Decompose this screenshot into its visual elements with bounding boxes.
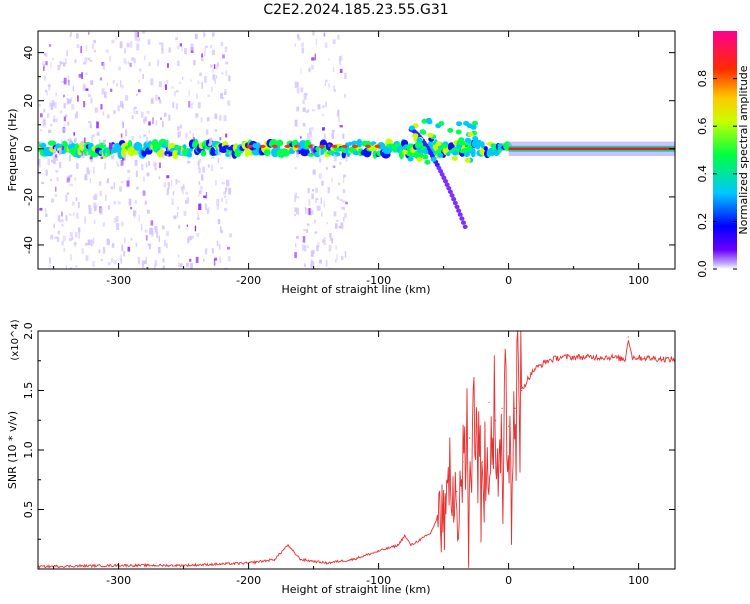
snr-point — [482, 461, 484, 463]
snr-point — [404, 535, 406, 537]
snr-point — [410, 544, 412, 546]
chart-title: C2E2.2024.185.23.55.G31 — [263, 2, 448, 18]
snr-axes: -300 -200 -100 0 100 0.5 1.0 1.5 2.0 — [22, 322, 675, 587]
snr-panel: -300 -200 -100 0 100 0.5 1.0 1.5 2.0 Height of s… — [6, 319, 676, 596]
heatmap-feature-noise-band-middle — [294, 31, 348, 269]
snr-point — [534, 368, 536, 370]
snr-point — [300, 558, 302, 561]
snr-xlabel: Height of straight line (km) — [281, 583, 430, 596]
spectrogram-ytick-label: -20 — [22, 188, 35, 206]
spectrogram-ytick-label: 0 — [22, 145, 35, 152]
snr-ytick-label: 1.0 — [22, 441, 35, 459]
colorbar-tick-label: 0.4 — [696, 165, 709, 183]
snr-point — [527, 378, 529, 380]
snr-point — [508, 425, 510, 427]
snr-point — [547, 360, 549, 362]
snr-point — [456, 491, 458, 493]
spectrogram-xtick-label: 0 — [505, 274, 512, 287]
spectrogram-ytick-label: 20 — [22, 94, 35, 108]
snr-point — [514, 407, 516, 409]
snr-point — [627, 336, 629, 338]
snr-series-line — [38, 331, 675, 569]
spectrogram-ytick-label: -40 — [22, 236, 35, 254]
snr-xtick-label: 0 — [505, 574, 512, 587]
snr-point — [397, 544, 399, 546]
snr-point — [586, 356, 588, 358]
snr-ytick-label: 0.5 — [22, 501, 35, 519]
colorbar-label: Normalized spectral amplitude — [737, 65, 750, 234]
snr-series — [38, 331, 675, 569]
snr-point — [625, 359, 627, 361]
spectrogram-xtick-label: -300 — [106, 274, 131, 287]
snr-point — [521, 389, 523, 392]
snr-xtick-label: -200 — [236, 574, 261, 587]
snr-point — [449, 479, 451, 481]
snr-point — [631, 356, 633, 358]
colorbar-gradient — [713, 31, 737, 269]
spectrogram-xlabel: Height of straight line (km) — [281, 283, 430, 296]
snr-point — [326, 562, 328, 564]
snr-ylabel: SNR (10 * v/v) — [6, 411, 19, 489]
spectrogram-ytick-label: 40 — [22, 46, 35, 60]
spectrogram-xtick-label: 100 — [628, 274, 649, 287]
snr-point — [462, 461, 464, 463]
snr-point — [443, 503, 445, 505]
snr-point — [378, 550, 380, 552]
snr-point — [183, 564, 185, 567]
snr-multiplier: (x10^4) — [10, 319, 21, 360]
snr-xtick-label: -300 — [106, 574, 131, 587]
colorbar-tick-label: 0.8 — [696, 70, 709, 88]
snr-point — [430, 532, 432, 534]
snr-point — [469, 437, 471, 439]
snr-xtick-label: 100 — [628, 574, 649, 587]
snr-ytick-label: 2.0 — [22, 322, 35, 340]
heatmap-feature-descending-trace — [401, 117, 479, 229]
spectrogram-xtick-label: -100 — [366, 274, 391, 287]
snr-point — [501, 407, 503, 409]
spectrogram-ylabel: Frequency (Hz) — [6, 109, 19, 192]
spectrogram-frame — [37, 30, 676, 270]
snr-point — [560, 356, 562, 358]
snr-plot-area — [38, 331, 675, 569]
snr-point — [287, 544, 289, 546]
snr-point — [475, 413, 477, 415]
snr-point — [612, 356, 614, 358]
colorbar-tick-label: 0.2 — [696, 213, 709, 231]
colorbar: 0.0 0.2 0.4 0.6 0.8 Normalized spectral ampl… — [696, 31, 750, 278]
colorbar-tick-label: 0.6 — [696, 117, 709, 135]
colorbar-ticks: 0.0 0.2 0.4 0.6 0.8 — [696, 70, 737, 278]
spectrogram-xtick-label: -200 — [236, 274, 261, 287]
spectrogram-heatmap — [38, 31, 675, 269]
snr-point — [495, 419, 497, 421]
snr-xtick-label: -100 — [366, 574, 391, 587]
heatmap-feature-noise-band-left — [38, 31, 232, 269]
snr-point — [352, 558, 354, 561]
snr-point — [488, 401, 490, 403]
snr-point — [651, 357, 653, 359]
heatmap-feature-strong-line — [508, 141, 675, 156]
snr-ytick-label: 1.5 — [22, 382, 35, 400]
colorbar-tick-label: 0.0 — [696, 260, 709, 278]
snr-point — [274, 558, 276, 561]
